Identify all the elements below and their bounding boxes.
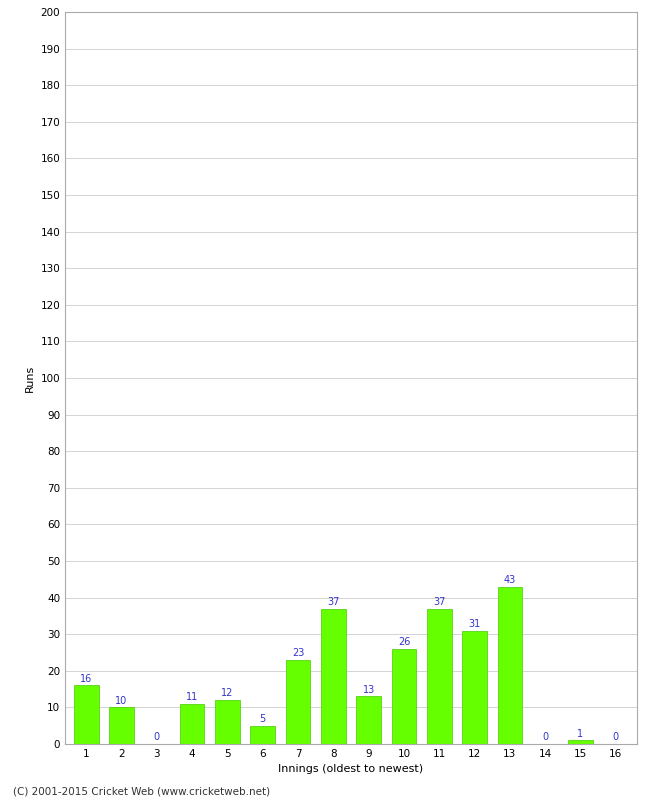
Bar (462, 630, 487, 744)
Text: 16: 16 (80, 674, 92, 684)
Bar (74, 686, 99, 744)
Text: 0: 0 (613, 732, 619, 742)
Bar (250, 726, 275, 744)
Bar (215, 700, 240, 744)
Text: (C) 2001-2015 Cricket Web (www.cricketweb.net): (C) 2001-2015 Cricket Web (www.cricketwe… (13, 786, 270, 796)
Bar (391, 649, 416, 744)
Bar (427, 609, 452, 744)
Bar (497, 586, 522, 744)
Bar (180, 704, 205, 744)
Text: 31: 31 (469, 618, 481, 629)
Y-axis label: Runs: Runs (25, 364, 35, 392)
Text: 13: 13 (363, 685, 375, 694)
Text: 37: 37 (327, 597, 339, 606)
Bar (286, 660, 311, 744)
Bar (356, 697, 381, 744)
Text: 5: 5 (259, 714, 266, 724)
Bar (109, 707, 134, 744)
Text: 11: 11 (186, 692, 198, 702)
X-axis label: Innings (oldest to newest): Innings (oldest to newest) (278, 765, 424, 774)
Bar (568, 740, 593, 744)
Text: 43: 43 (504, 574, 516, 585)
Text: 26: 26 (398, 637, 410, 647)
Text: 1: 1 (577, 729, 584, 738)
Text: 37: 37 (433, 597, 445, 606)
Text: 0: 0 (154, 732, 160, 742)
Text: 12: 12 (221, 688, 233, 698)
Bar (321, 609, 346, 744)
Text: 10: 10 (115, 695, 127, 706)
Text: 23: 23 (292, 648, 304, 658)
Text: 0: 0 (542, 732, 548, 742)
